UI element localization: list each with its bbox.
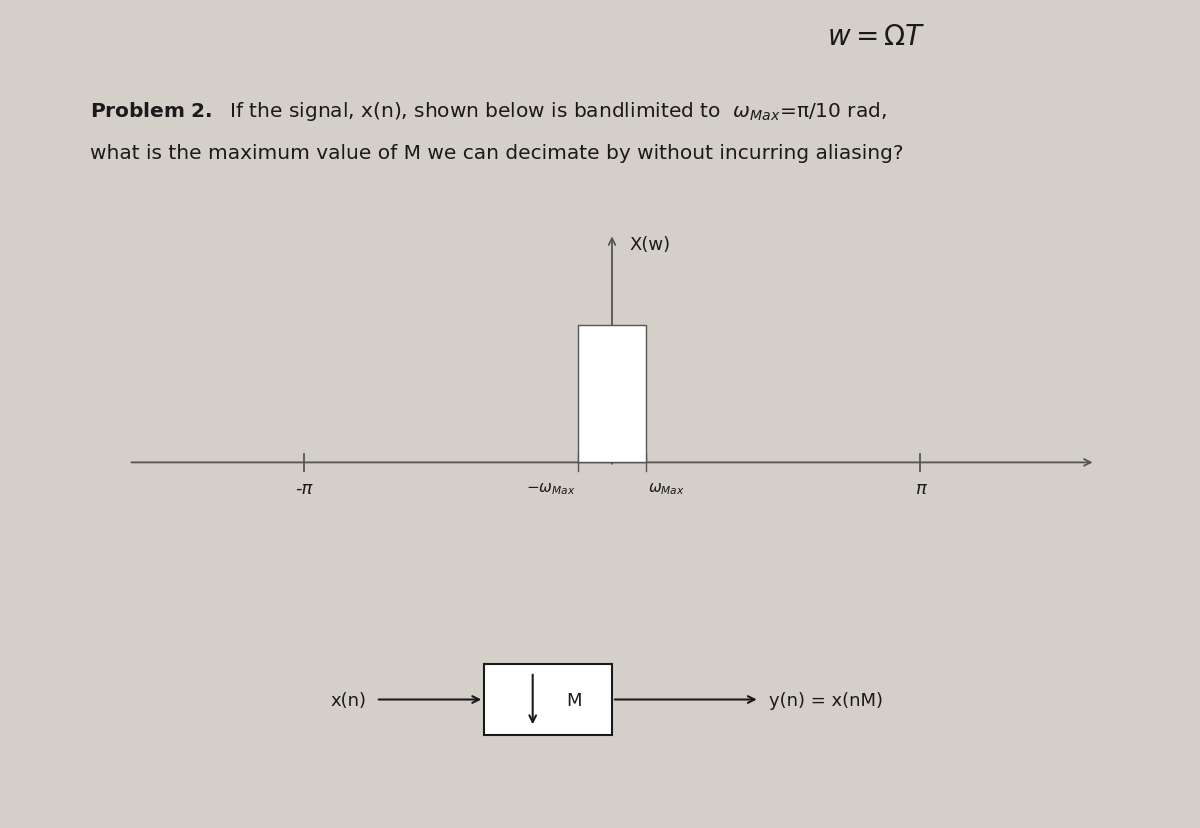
Text: $w = \Omega T$: $w = \Omega T$ <box>827 24 925 51</box>
Text: π: π <box>914 479 925 498</box>
Text: y(n) = x(nM): y(n) = x(nM) <box>769 691 883 709</box>
Text: $\omega_{Max}$: $\omega_{Max}$ <box>648 480 685 496</box>
Text: $-\omega_{Max}$: $-\omega_{Max}$ <box>526 480 576 496</box>
Text: what is the maximum value of M we can decimate by without incurring aliasing?: what is the maximum value of M we can de… <box>90 144 904 162</box>
Text: X(w): X(w) <box>629 236 671 254</box>
Bar <box>484 664 612 735</box>
Text: $\mathbf{Problem\ 2.}$  If the signal, x(n), shown below is bandlimited to  $\om: $\mathbf{Problem\ 2.}$ If the signal, x(… <box>90 100 887 123</box>
Text: -π: -π <box>295 479 313 498</box>
Text: x(n): x(n) <box>330 691 366 709</box>
Bar <box>577 325 647 463</box>
Text: M: M <box>566 691 581 709</box>
